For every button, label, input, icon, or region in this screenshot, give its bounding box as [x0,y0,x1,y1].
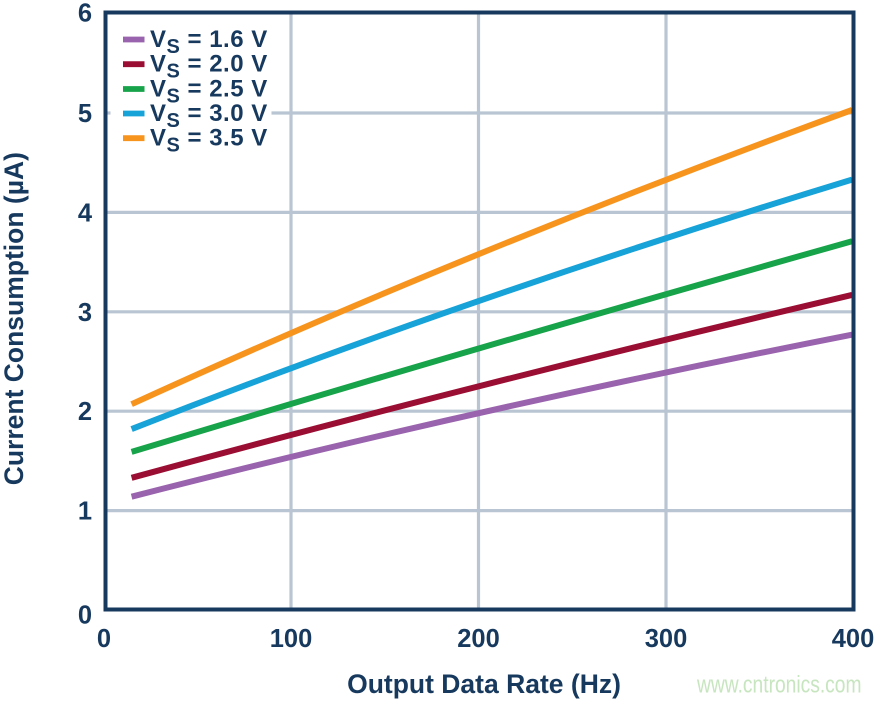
svg-text:2: 2 [78,398,92,426]
svg-text:4: 4 [78,199,93,227]
svg-text:400: 400 [832,625,875,653]
svg-text:300: 300 [645,625,688,653]
svg-text:0: 0 [78,602,92,630]
svg-text:5: 5 [78,100,92,128]
svg-text:VS = 3.0 V: VS = 3.0 V [150,100,268,132]
svg-text:6: 6 [78,0,92,27]
svg-text:0: 0 [97,625,111,653]
svg-text:200: 200 [457,625,500,653]
svg-text:Current Consumption (µA): Current Consumption (µA) [0,152,29,485]
svg-text:100: 100 [270,625,313,653]
svg-text:www.cntronics.com: www.cntronics.com [696,672,861,699]
svg-text:3: 3 [78,299,92,327]
svg-text:Output Data Rate (Hz): Output Data Rate (Hz) [347,669,621,699]
svg-text:1: 1 [78,498,92,526]
